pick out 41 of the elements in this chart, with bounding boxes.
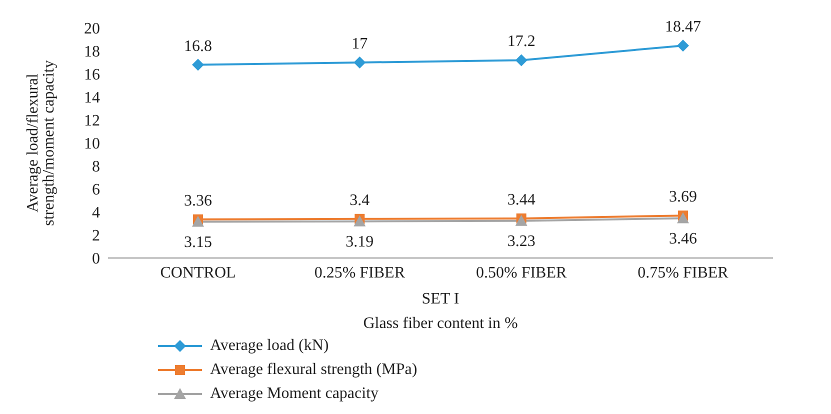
data-label: 3.15 — [184, 234, 212, 252]
point — [677, 40, 689, 52]
x-tick-label: 0.25% FIBER — [314, 264, 406, 282]
point — [354, 215, 366, 226]
y-tick-label: 4 — [92, 204, 100, 222]
data-label: 3.23 — [507, 233, 536, 250]
data-label: 17 — [352, 36, 368, 52]
point — [192, 216, 204, 227]
y-tick-label: 14 — [84, 90, 100, 107]
data-label: 3.69 — [669, 188, 697, 206]
x-axis-title: Glass fiber content in % — [363, 315, 518, 332]
y-tick-label: 12 — [84, 112, 100, 130]
y-tick-label: 10 — [84, 136, 100, 153]
y-tick-label: 8 — [92, 158, 100, 176]
point — [677, 212, 689, 224]
data-label: 3.44 — [507, 191, 536, 208]
legend-label: Average Moment capacity — [210, 385, 379, 403]
point — [515, 214, 528, 226]
x-tick-label: CONTROL — [160, 264, 236, 282]
y-tick-label: 6 — [92, 182, 100, 199]
x-tick-label: 0.75% FIBER — [638, 264, 729, 282]
x-tick-label: 0.50% FIBER — [476, 264, 567, 282]
y-tick-label: 16 — [84, 66, 100, 84]
y-tick-label: 2 — [92, 228, 100, 245]
y-tick-label: 20 — [84, 20, 100, 38]
data-label: 3.19 — [346, 234, 374, 251]
y-tick-label: 18 — [84, 44, 100, 61]
data-label: 3.36 — [184, 192, 212, 210]
legend-label: Average flexural strength (MPa) — [210, 361, 418, 379]
legend-label: Average load (kN) — [210, 337, 329, 355]
data-label: 17.2 — [507, 33, 536, 50]
data-label: 16.8 — [184, 38, 212, 55]
data-label: 3.4 — [350, 192, 370, 209]
data-label: 18.47 — [665, 18, 701, 36]
point — [515, 54, 528, 66]
y-axis-title: Average load/flexural strength/moment capacity — [24, 60, 58, 226]
point — [354, 56, 366, 68]
point — [192, 58, 204, 71]
text: SET I — [422, 290, 460, 308]
y-tick-label: 0 — [92, 250, 100, 268]
data-label: 3.46 — [669, 230, 697, 248]
